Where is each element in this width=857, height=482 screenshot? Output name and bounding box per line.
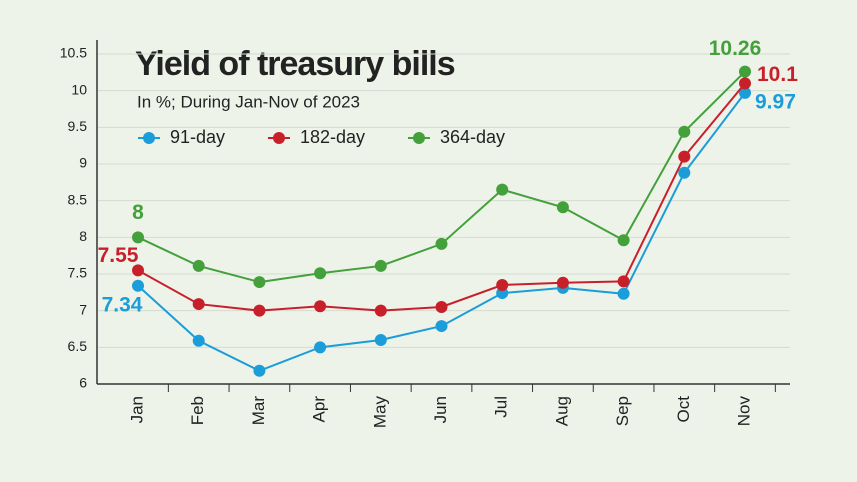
y-tick-label: 8.5 — [68, 191, 88, 207]
data-point — [374, 304, 387, 317]
y-tick-label: 6 — [79, 375, 87, 391]
data-point — [192, 298, 205, 311]
data-point — [314, 341, 327, 354]
x-tick-label: Mar — [249, 396, 268, 426]
chart-title: Yield of treasury bills — [135, 45, 455, 83]
y-tick-label: 10 — [71, 81, 87, 97]
data-point — [132, 231, 144, 244]
x-tick-label: Feb — [188, 396, 207, 425]
data-label: 9.97 — [755, 90, 796, 113]
data-point — [435, 320, 448, 333]
chart-subtitle: In %; During Jan-Nov of 2023 — [137, 92, 360, 111]
legend-label: 91-day — [170, 127, 225, 147]
data-label: 10.1 — [757, 63, 798, 86]
data-label: 7.34 — [102, 293, 143, 316]
data-point — [617, 287, 630, 300]
data-point — [192, 259, 205, 272]
data-point — [556, 276, 569, 289]
data-point — [253, 276, 266, 289]
data-point — [739, 65, 751, 78]
y-tick-label: 9.5 — [68, 118, 88, 134]
legend: 91-day 182-day 364-day — [138, 127, 505, 147]
legend-label: 182-day — [300, 127, 365, 147]
y-tick-label: 6.5 — [68, 338, 88, 354]
x-tick-label: Jul — [492, 396, 511, 418]
data-point — [374, 259, 387, 272]
x-tick-label: Nov — [734, 396, 753, 427]
data-point — [496, 183, 509, 196]
data-point — [617, 234, 630, 247]
x-tick-label: Aug — [552, 396, 571, 426]
data-point — [739, 77, 751, 90]
data-point — [496, 279, 509, 291]
x-tick-label: May — [370, 396, 389, 429]
data-point — [435, 237, 448, 250]
y-tick-label: 7.5 — [68, 265, 88, 281]
data-point — [739, 86, 751, 99]
legend-label: 364-day — [440, 127, 505, 147]
legend-marker — [143, 132, 155, 144]
data-point — [253, 304, 266, 317]
x-tick-label: Oct — [674, 396, 693, 423]
data-point — [253, 364, 266, 377]
data-point — [132, 264, 144, 277]
data-point — [678, 166, 691, 179]
x-tick-label: Apr — [310, 396, 329, 423]
y-tick-label: 9 — [79, 155, 87, 171]
data-point — [678, 125, 691, 138]
data-label: 7.55 — [98, 244, 139, 267]
data-label: 8 — [132, 201, 144, 224]
x-tick-label: Sep — [613, 396, 632, 426]
y-tick-label: 8 — [79, 228, 87, 244]
data-point — [435, 301, 448, 313]
data-point — [132, 279, 144, 292]
data-label: 10.26 — [709, 37, 762, 60]
legend-marker — [273, 132, 285, 144]
data-point — [617, 275, 630, 288]
legend-marker — [413, 132, 425, 144]
y-tick-label: 7 — [79, 301, 87, 317]
y-tick-label: 10.5 — [60, 45, 87, 61]
data-point — [192, 334, 205, 347]
x-tick-label: Jan — [127, 396, 146, 423]
data-point — [314, 267, 327, 280]
data-point — [314, 300, 327, 313]
data-point — [374, 334, 387, 346]
data-point — [556, 201, 569, 214]
x-tick-label: Jun — [431, 396, 450, 423]
data-point — [678, 150, 691, 163]
